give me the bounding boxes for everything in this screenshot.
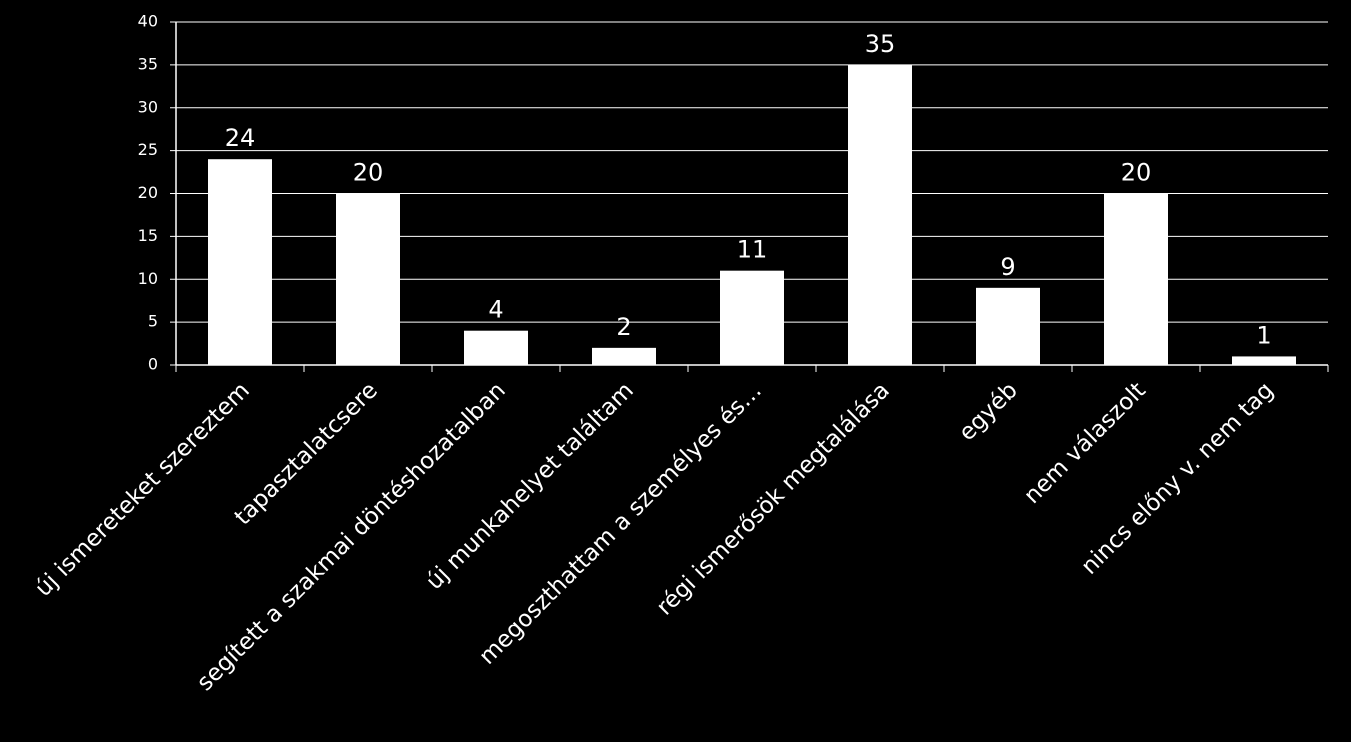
y-tick-label: 40 — [138, 12, 158, 31]
value-label: 35 — [865, 30, 896, 58]
y-tick-label: 25 — [138, 140, 158, 159]
y-tick-label: 10 — [138, 269, 158, 288]
value-label: 2 — [616, 313, 631, 341]
y-tick-label: 35 — [138, 54, 158, 73]
x-tick-label: nem válaszolt — [1019, 377, 1151, 509]
x-tick-label: új munkahelyet találtam — [421, 377, 638, 594]
bar — [976, 287, 1040, 365]
y-tick-label: 30 — [138, 97, 158, 116]
value-label: 1 — [1256, 321, 1271, 349]
bar — [464, 330, 528, 365]
x-tick-label: egyéb — [954, 377, 1023, 446]
y-tick-label: 20 — [138, 183, 158, 202]
y-tick-label: 5 — [148, 312, 158, 331]
x-tick-label: tapasztalatcsere — [230, 377, 383, 530]
bar — [208, 159, 272, 365]
x-tick-label: új ismereteket szereztem — [30, 377, 254, 601]
value-label: 9 — [1000, 253, 1015, 281]
bar — [336, 193, 400, 365]
value-label: 24 — [225, 124, 256, 152]
y-tick-label: 0 — [148, 355, 158, 374]
bar — [1104, 193, 1168, 365]
bar — [720, 270, 784, 365]
value-label: 20 — [353, 159, 384, 187]
value-label: 11 — [737, 236, 768, 264]
bar — [592, 347, 656, 365]
value-label: 4 — [488, 296, 503, 324]
bar — [1232, 356, 1296, 365]
x-tick-label: régi ismerősök megtalálása — [652, 377, 895, 620]
x-tick-label: megoszthattam a személyes és… — [474, 377, 766, 669]
bar — [848, 64, 912, 365]
value-label: 20 — [1121, 159, 1152, 187]
y-tick-label: 15 — [138, 226, 158, 245]
